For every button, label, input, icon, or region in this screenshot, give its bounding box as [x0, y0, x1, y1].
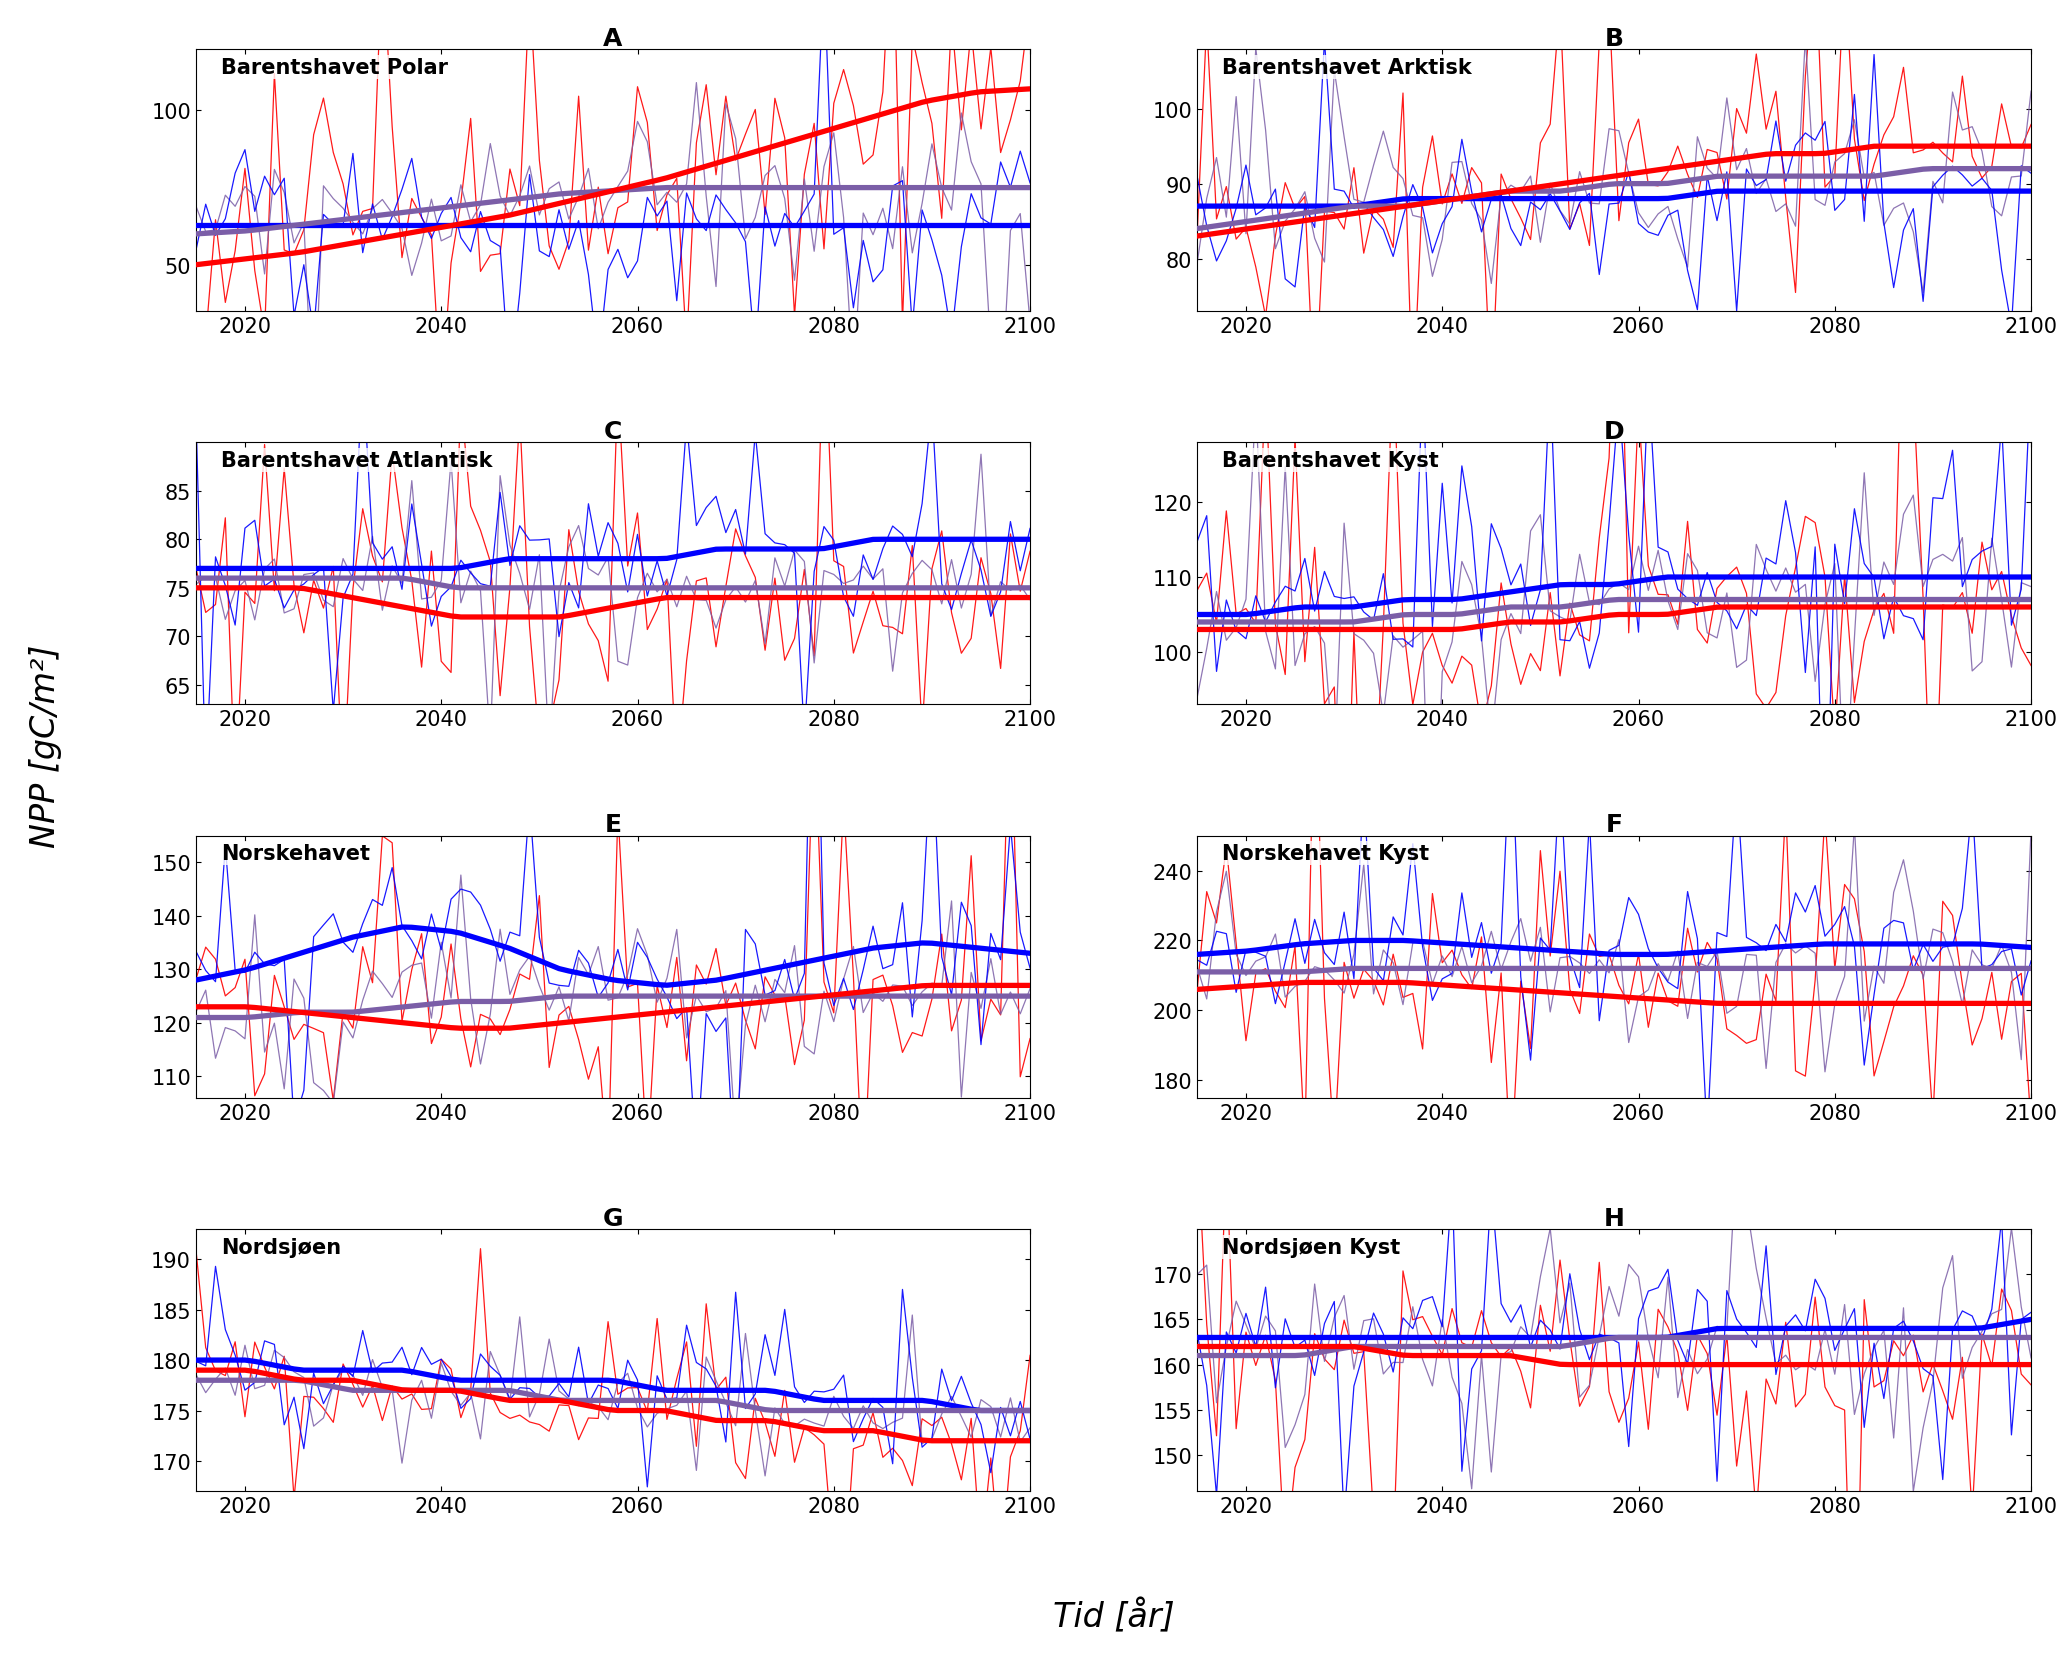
- Text: Barentshavet Polar: Barentshavet Polar: [221, 58, 447, 78]
- Title: E: E: [604, 814, 621, 837]
- Text: Barentshavet Arktisk: Barentshavet Arktisk: [1223, 58, 1472, 78]
- Text: Norskehavet Kyst: Norskehavet Kyst: [1223, 843, 1429, 863]
- Title: C: C: [604, 419, 623, 444]
- Title: D: D: [1604, 419, 1625, 444]
- Text: Tid [år]: Tid [år]: [1054, 1597, 1173, 1634]
- Title: G: G: [602, 1206, 623, 1229]
- Text: Barentshavet Atlantisk: Barentshavet Atlantisk: [221, 451, 493, 471]
- Title: A: A: [604, 27, 623, 51]
- Title: B: B: [1604, 27, 1623, 51]
- Title: F: F: [1606, 814, 1623, 837]
- Text: Nordsjøen Kyst: Nordsjøen Kyst: [1223, 1238, 1400, 1258]
- Text: NPP [gC/m²]: NPP [gC/m²]: [29, 645, 62, 847]
- Title: H: H: [1604, 1206, 1625, 1229]
- Text: Barentshavet Kyst: Barentshavet Kyst: [1223, 451, 1439, 471]
- Text: Nordsjøen: Nordsjøen: [221, 1238, 340, 1258]
- Text: Norskehavet: Norskehavet: [221, 843, 369, 863]
